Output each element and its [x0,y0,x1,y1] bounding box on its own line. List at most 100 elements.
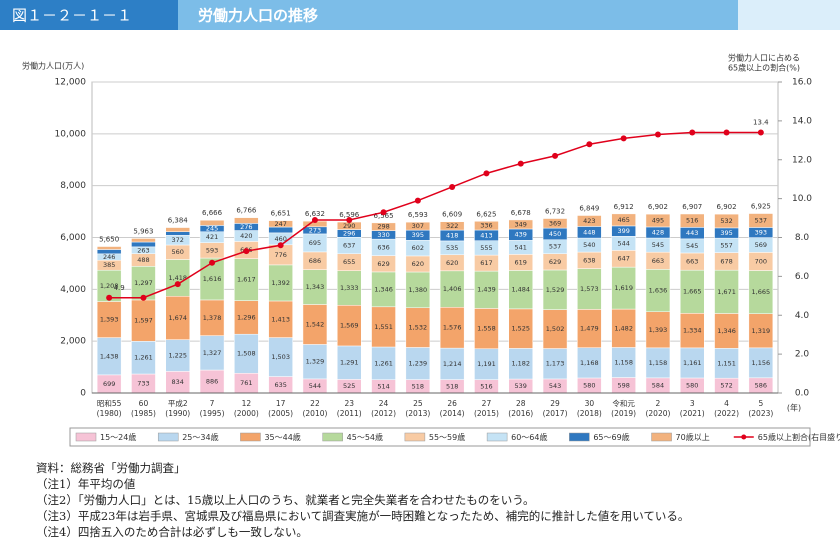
bar-segment [165,259,191,297]
line-point [654,131,661,138]
bar-segment [714,213,739,229]
y-tick-label: 2,000 [60,337,86,347]
bar-segment [371,271,396,308]
segment-label: 488 [137,256,149,264]
legend-swatch [75,432,97,442]
segment-label: 1,346 [717,327,736,335]
y2-tick-label: 14.0 [792,116,812,126]
line-point [346,217,353,224]
total-label: 6,902 [648,203,668,211]
segment-label: 247 [274,220,286,228]
total-label: 6,678 [511,209,531,217]
legend-swatch [569,432,590,442]
segment-label: 322 [446,222,458,230]
line-point [689,129,696,136]
segment-label: 699 [103,380,115,388]
bar-segment [268,226,293,234]
bar-segment [508,219,534,230]
bar-segment [611,308,636,348]
segment-label: 1,619 [614,284,633,292]
bar-segment [165,227,191,232]
bar-segment [165,231,191,236]
segment-label: 555 [480,244,492,252]
segment-label: 1,291 [340,359,359,367]
segment-label: 776 [274,251,286,259]
segment-label: 620 [446,259,458,267]
segment-label: 246 [103,253,115,261]
legend-label: 65～69歳 [593,432,629,442]
segment-label: 1,665 [752,288,771,296]
x-tick-label: 4 [724,399,729,408]
bar-segment [645,347,671,379]
segment-label: 537 [549,243,561,251]
x-tick-label: 23 [344,399,354,408]
bar-segment [508,348,534,380]
segment-label: 290 [343,222,355,230]
x-tick-label: (2011) [337,409,362,418]
x-tick-label: 60 [139,399,149,408]
segment-label: 586 [755,381,767,389]
segment-label: 1,671 [717,288,736,296]
y2-tick-label: 0.0 [795,389,810,399]
segment-label: 602 [412,244,424,252]
segment-label: 369 [549,219,561,227]
segment-label: 1,158 [649,359,668,367]
total-label: 6,912 [614,203,634,211]
bar-segment [199,335,225,371]
line-point [106,294,113,301]
bar-segment [268,337,293,377]
bar-segment [405,307,431,348]
line-point [209,259,216,266]
x-tick-label: (2015) [474,409,499,418]
segment-label: 1,158 [614,358,633,366]
segment-label: 1,319 [752,327,771,335]
segment-label: 276 [240,223,252,231]
x-tick-label: (2017) [543,409,568,418]
legend-label: 45～54歳 [347,432,383,442]
x-tick-label: 7 [210,399,215,408]
segment-label: 1,551 [374,323,393,331]
segment-label: 1,665 [683,288,702,296]
bar-segment [542,269,568,310]
line-label: 13.4 [753,119,769,127]
legend-label: 55～59歳 [429,432,465,442]
segment-label: 518 [446,382,458,390]
bar-segment [542,348,568,380]
bar-segment [714,348,739,379]
y2-tick-label: 12.0 [792,155,812,165]
bar-segment [748,213,774,228]
figure-no-box [0,0,178,30]
bar-segment [577,309,602,348]
y-axis-label: 労働力人口(万人) [22,61,84,71]
x-tick-label: (1985) [131,409,156,418]
segment-label: 245 [206,225,218,233]
y2-tick-label: 10.0 [792,194,812,204]
x-tick-label: 2 [656,399,661,408]
segment-label: 629 [377,260,389,268]
segment-label: 1,161 [683,359,702,367]
bar-segment [474,270,499,309]
footnote: （注3）平成23年は岩手県、宮城県及び福島県において調査実施が一時困難となったた… [36,509,690,523]
bar-segment [165,296,191,340]
y2-axis-label: 労働力人口に占める [728,53,800,63]
x-tick-label: 22 [310,399,320,408]
x-tick-label: 3 [690,399,695,408]
bar-segment [611,266,636,310]
line-point [517,160,524,167]
segment-label: 620 [412,260,424,268]
segment-label: 1,616 [203,275,222,283]
segment-label: 1,439 [477,286,496,294]
segment-label: 545 [652,241,664,249]
segment-label: 423 [583,217,595,225]
footnote: 資料：総務省「労働力調査」 [36,461,186,475]
bar-segment [199,219,225,226]
total-label: 6,565 [374,212,394,220]
bar-segment [131,341,156,375]
segment-label: 330 [377,231,389,239]
segment-label: 1,569 [340,322,359,330]
segment-label: 1,413 [271,315,290,323]
segment-label: 1,182 [511,360,530,368]
y2-tick-label: 16.0 [792,78,812,88]
segment-label: 1,438 [100,352,119,360]
segment-label: 1,542 [306,320,325,328]
